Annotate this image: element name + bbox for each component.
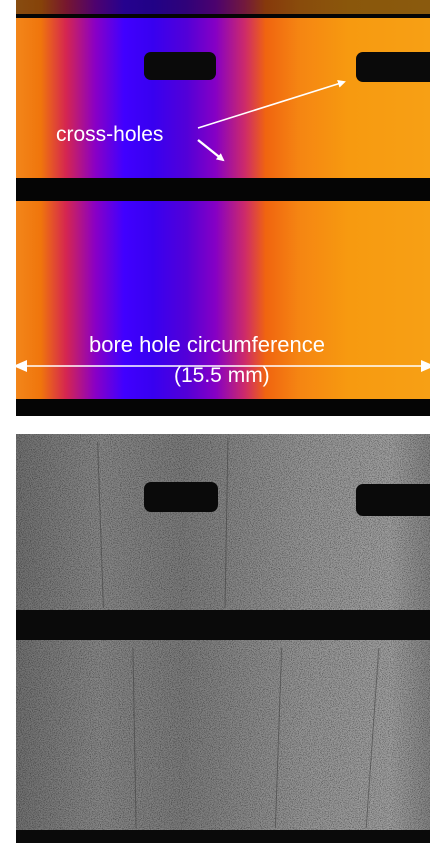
arrow-to-band (197, 139, 225, 162)
speckle-texture (16, 434, 430, 830)
cross-hole-right (356, 52, 430, 82)
cross-hole-left (144, 482, 218, 512)
annotation-arrows (16, 79, 430, 372)
arrow-to-right-hole (197, 79, 346, 129)
cross-hole-right (356, 484, 430, 516)
speckle-image (16, 434, 430, 843)
false-color-map: cross-holes bore hole circumference (15.… (16, 0, 430, 416)
band-edge-top (16, 0, 430, 14)
cross-holes-label: cross-holes (56, 123, 164, 146)
cross-hole-left (144, 52, 216, 80)
circumference-label: bore hole circumference (89, 332, 326, 357)
band-upper (16, 18, 430, 178)
dimension-label: (15.5 mm) (174, 364, 270, 387)
